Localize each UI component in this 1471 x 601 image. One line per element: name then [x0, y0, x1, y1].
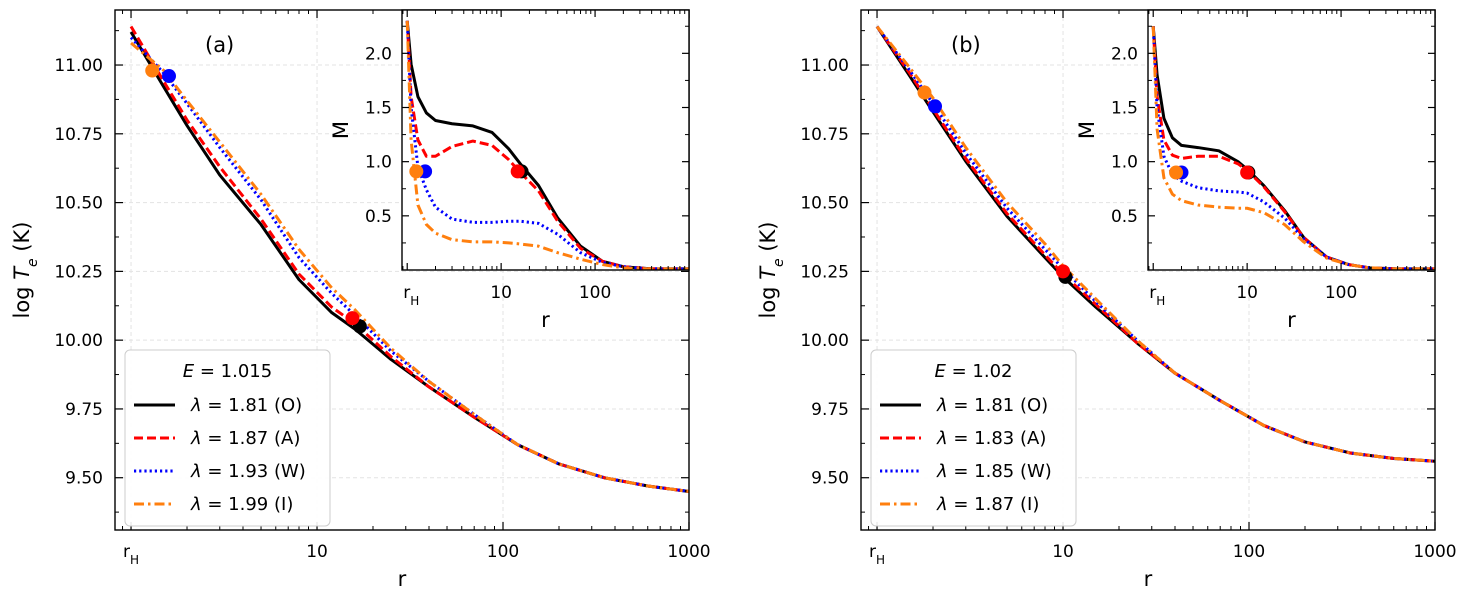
panel-a-xtick-label: 100: [487, 542, 519, 562]
panel-b-marker: [1056, 264, 1071, 279]
panel-a-ytick-label: 10.00: [54, 331, 103, 351]
panel-a-series-i: [130, 41, 689, 493]
panel-a-ytick-label: 9.50: [65, 469, 103, 489]
panel-a-legend-box: [124, 349, 331, 527]
panel-b-ylabel: log Te (K): [756, 222, 787, 319]
panel-a-ytick-label: 11.00: [54, 56, 103, 76]
panel-a-xtick-label: rH: [123, 542, 139, 567]
panel-b-inset-bg: [1148, 10, 1435, 270]
panel-b-inset-series-i: [1151, 26, 1435, 270]
panel-a-xtick-label: 10: [306, 542, 328, 562]
panel-b-legend-entry: λ = 1.87 (I): [936, 494, 1039, 515]
panel-b-legend-entry: λ = 1.83 (A): [936, 428, 1046, 449]
panel-a: rH 10 100 1000 9.50 9.75 10.00 10.25 10.50 10.75 1…: [10, 9, 711, 591]
panel-b-ytick-label: 10.75: [800, 125, 849, 145]
panel-b-ytick-label: 10.50: [800, 194, 849, 214]
panel-a-inset-ytick-label: 0.5: [365, 207, 392, 227]
panel-a-legend: E = 1.015 λ = 1.81 (O) λ = 1.87 (A) λ = 1.9…: [124, 349, 331, 527]
panel-a-series-a: [129, 25, 689, 493]
panel-b-inset-xtick-label: 100: [1325, 283, 1357, 303]
panel-a-legend-entry: λ = 1.81 (O): [190, 395, 302, 416]
panel-a-inset: rH 10 100 0.5 1.0 1.5 2.0 r M: [329, 9, 690, 332]
panel-b-label: (b): [951, 33, 981, 57]
panel-b-xtick-label: 10: [1052, 542, 1074, 562]
panel-b-legend-title: E = 1.02: [935, 361, 1013, 382]
panel-a-ylabel: log Te (K): [10, 222, 41, 319]
panel-a-inset-bg: [402, 10, 689, 270]
panel-a-ytick-label: 10.25: [54, 262, 103, 282]
panel-b-inset-xlabel: r: [1287, 308, 1296, 332]
panel-b-inset: rH 10 100 0.5 1.0 1.5 2.0 r M: [1075, 9, 1436, 332]
panel-a-ytick-label: 10.50: [54, 194, 103, 214]
panel-a-legend-entry: λ = 1.87 (A): [190, 428, 300, 449]
panel-a-inset-series-w: [405, 20, 689, 270]
panel-a-inset-marker: [409, 164, 424, 179]
panel-a-inset-ytick-label: 2.0: [365, 44, 392, 64]
panel-b-series-i: [875, 25, 1435, 463]
panel-b-inset-ytick-label: 1.5: [1111, 99, 1138, 119]
panel-a-marker: [345, 311, 360, 326]
panel-b-ytick-label: 9.50: [811, 469, 849, 489]
panel-a-legend-title: E = 1.015: [183, 361, 272, 382]
panel-b-inset-ylabel: M: [1075, 121, 1099, 139]
panel-a-xtick-label: 1000: [667, 542, 710, 562]
panel-b-inset-xtick-label: 10: [1236, 283, 1258, 303]
panel-a-label: (a): [205, 33, 234, 57]
panel-b-inset-xtick-label: rH: [1149, 283, 1165, 308]
panel-a-inset-xtick-label: rH: [403, 283, 419, 308]
panel-b-ytick-label: 10.25: [800, 262, 849, 282]
panel-b-legend: E = 1.02 λ = 1.81 (O) λ = 1.83 (A) λ = 1.85…: [870, 349, 1077, 527]
panel-b-legend-box: [870, 349, 1077, 527]
panel-b-inset-ytick-label: 1.0: [1111, 153, 1138, 173]
panel-a-inset-ytick-label: 1.5: [365, 99, 392, 119]
panel-b-inset-marker: [1169, 165, 1184, 180]
panel-a-inset-xlabel: r: [541, 308, 550, 332]
panel-b-ytick-label: 9.75: [811, 400, 849, 420]
panel-a-marker: [145, 63, 160, 78]
panel-a-inset-marker: [510, 164, 525, 179]
panel-b-marker: [917, 85, 932, 100]
panel-b-inset-ytick-label: 0.5: [1111, 207, 1138, 227]
panel-a-ytick-label: 10.75: [54, 125, 103, 145]
panel-a-legend-entry: λ = 1.93 (W): [190, 461, 306, 482]
panel-b-ytick-label: 11.00: [800, 56, 849, 76]
panel-a-marker: [161, 69, 176, 84]
panel-b-xtick-label: 1000: [1413, 542, 1456, 562]
panel-a-xlabel: r: [398, 567, 407, 591]
panel-b-inset-ytick-label: 2.0: [1111, 44, 1138, 64]
panel-b-legend-entry: λ = 1.81 (O): [936, 395, 1048, 416]
panel-b-inset-marker: [1240, 165, 1255, 180]
panel-b-xtick-label: rH: [869, 542, 885, 567]
panel-a-inset-xtick-label: 10: [490, 283, 512, 303]
panel-a-inset-ytick-label: 1.0: [365, 153, 392, 173]
panel-b-ytick-label: 10.00: [800, 331, 849, 351]
panel-b-xtick-label: 100: [1233, 542, 1265, 562]
panel-a-inset-xtick-label: 100: [579, 283, 611, 303]
panel-b-marker: [928, 99, 943, 114]
panel-a-inset-ylabel: M: [329, 121, 353, 139]
panel-b-inset-series-w: [1151, 26, 1435, 270]
panel-b-legend-entry: λ = 1.85 (W): [936, 461, 1052, 482]
panel-a-legend-entry: λ = 1.99 (I): [190, 494, 293, 515]
panel-b: rH 10 100 1000 9.50 9.75 10.00 10.25 10.50 10.75 1…: [756, 9, 1457, 591]
panel-a-inset-series-i: [405, 20, 689, 270]
panel-a-ytick-label: 9.75: [65, 400, 103, 420]
panel-b-xlabel: r: [1144, 567, 1153, 591]
panel-a-inset-series-a: [405, 20, 689, 270]
